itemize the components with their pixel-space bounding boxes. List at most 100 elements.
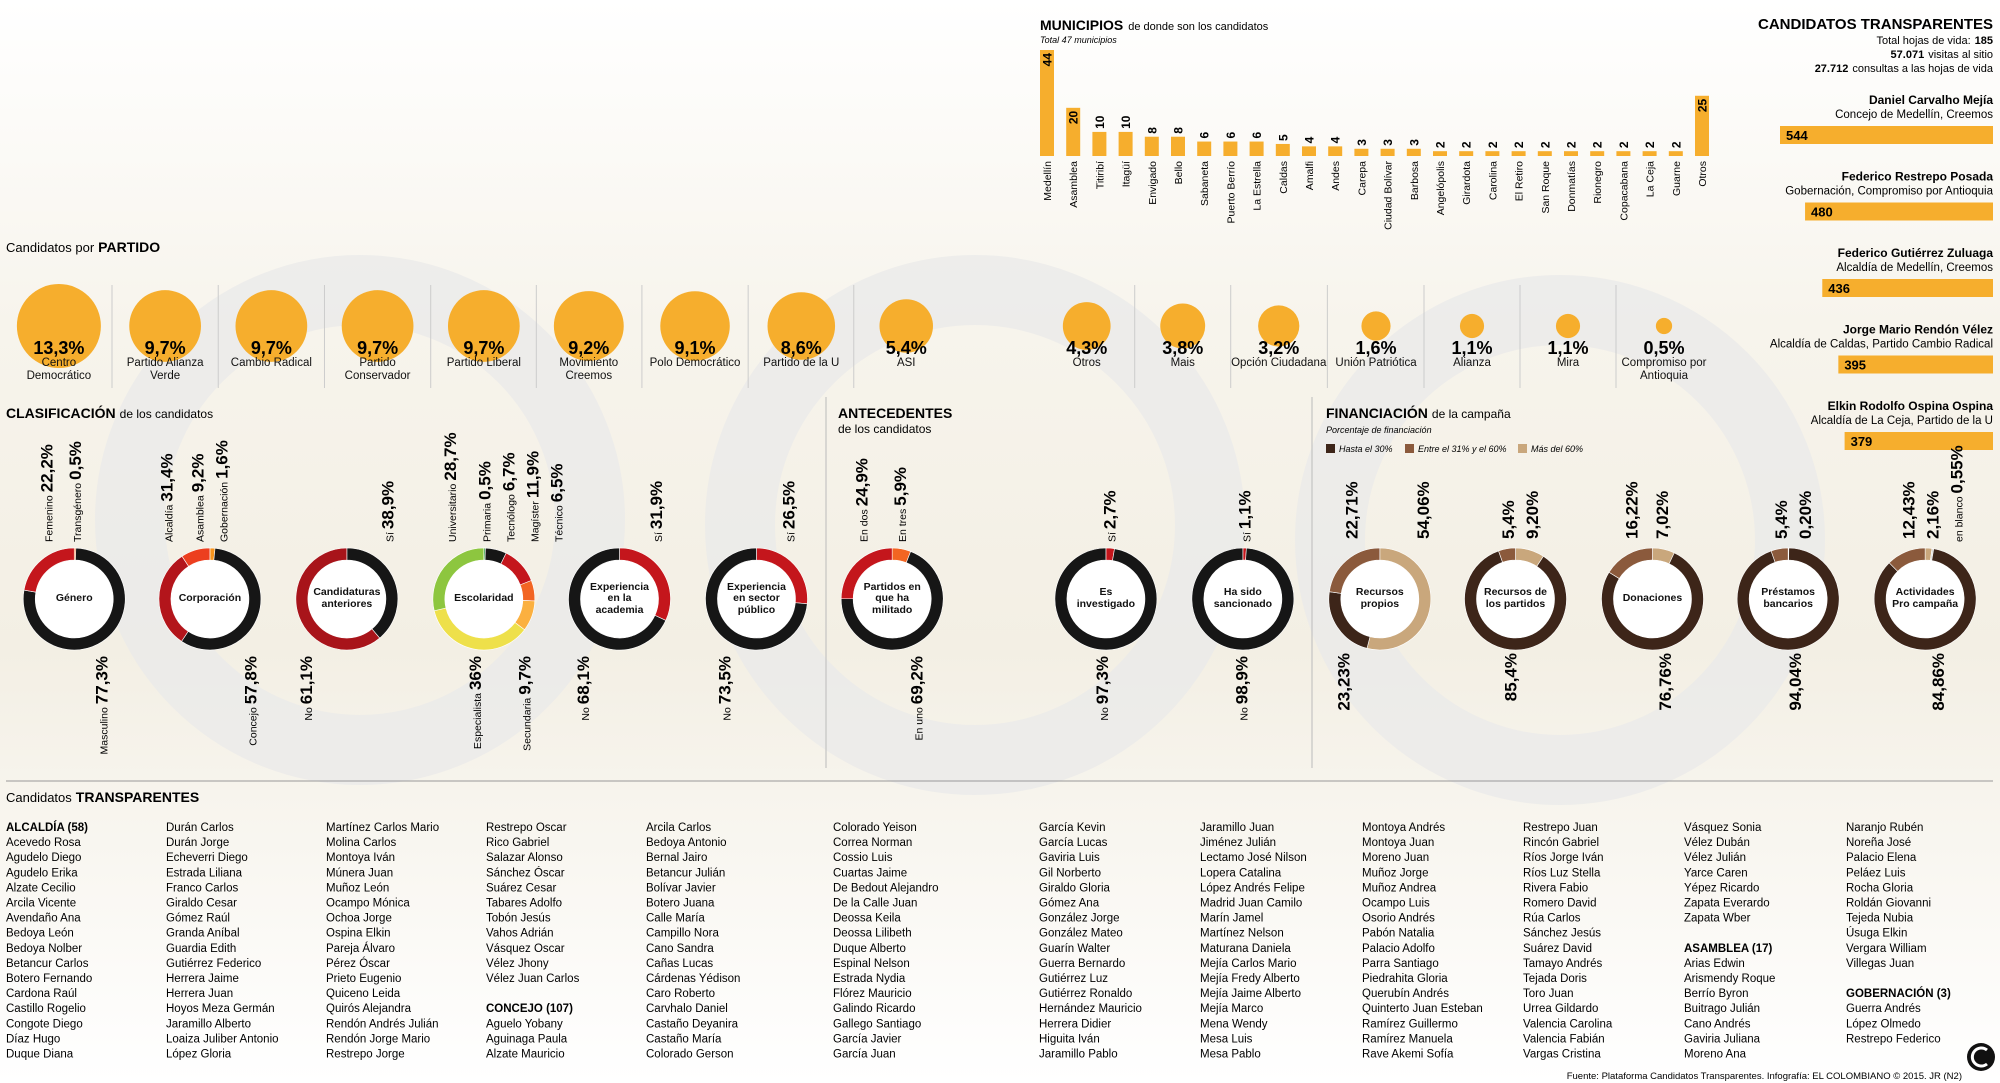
candidate: Vásquez Oscar [486,943,565,955]
bubble-name: Alianza [1453,357,1491,369]
category-label: En uno [914,707,926,740]
candidate: González Mateo [1039,928,1123,940]
candidate: Estrada Liliana [166,867,243,879]
category-label: Sí [385,532,397,542]
bubble [341,290,414,362]
donut-title: Ha sido sancionado [1213,586,1273,610]
donut-hole [1749,560,1828,638]
section-title: CLASIFICACIÓN de los candidatos [6,404,213,421]
x-tick-label: Caldas [1278,161,1290,194]
value-label: 94,04% [1786,653,1805,711]
value-label: 8 [1145,127,1159,134]
bar [1564,151,1578,156]
value-label: 9,7% [357,338,398,358]
candidate: Peláez Luis [1846,867,1906,879]
bar [1642,151,1657,156]
candidate: Colorado Gerson [646,1049,734,1061]
donut-label: Alcaldía 31,4% [158,453,177,542]
candidate: García Lucas [1039,837,1108,849]
bubble [1361,311,1391,341]
value-label: 2 [1565,141,1579,148]
donut-label: No 98,9% [1232,656,1251,721]
candidate: Múnera Juan [326,867,393,879]
category-label: Gobernación [219,482,231,542]
value-label: 3 [1355,139,1369,146]
value-label: 4 [1329,136,1343,143]
value-label: 2 [1512,141,1526,148]
bar [1197,141,1212,156]
x-tick-label: El Retiro [1514,161,1526,201]
donut-segment [1601,552,1704,651]
bubble [235,290,308,362]
value-label: 7,02% [1653,491,1672,539]
candidate: Rendón Jorge Mario [326,1033,430,1045]
subtitle: de los candidatos [120,407,213,421]
category-label: Concejo [248,707,260,746]
candidate: Bedoya León [6,928,74,940]
stat-value: 185 [1975,35,1993,47]
bar [1433,151,1447,156]
candidate-role: Concejo de Medellín, Creemos [1835,109,1993,121]
value-label: 544 [1786,128,1808,143]
candidate: Vásquez Sonia [1684,822,1762,834]
donut-hole [35,560,114,638]
candidate: Valencia Carolina [1523,1018,1613,1030]
bar [1092,131,1107,156]
value-label: 4,3% [1066,338,1107,358]
candidate: Jaramillo Juan [1200,822,1274,834]
category-label: Tecnólogo [506,494,518,542]
bar [1328,146,1343,156]
bar [1668,151,1683,156]
candidate: Rincón Gabriel [1523,837,1599,849]
value-label: 26,5% [780,481,799,529]
candidate: Quinterto Juan Esteban [1362,1003,1483,1015]
bar [1275,143,1290,156]
bubble [1555,313,1581,339]
chart-title: Candidatos por PARTIDO [6,239,160,255]
donut-title: Recursos de los partidos [1484,586,1548,610]
value-label: 38,9% [379,481,398,529]
value-label: 98,9% [1232,656,1251,704]
bar [1380,148,1395,156]
candidate: Higuita Iván [1039,1033,1100,1045]
donut-segment [1873,548,1977,651]
candidate: Vergara William [1846,943,1927,955]
value-label: 5,4% [1772,500,1791,539]
bubble-name: Partido Alianza Verde [126,357,204,382]
candidate-name: Elkin Rodolfo Ospina Ospina [1828,399,1994,413]
candidate: Vélez Dubán [1684,837,1750,849]
candidate: Molina Carlos [326,837,397,849]
background-ring [1295,275,1825,805]
value-label: 1,1% [1235,490,1254,529]
bubble [553,291,624,361]
donut-segment [1770,547,1789,563]
candidate: Vélez Juan Carlos [486,973,580,985]
x-tick-label: Donmatías [1566,161,1578,212]
donut-hole [1340,560,1419,638]
candidate: Loaiza Juliber Antonio [166,1033,279,1045]
bubble [447,290,520,362]
value-label: 379 [1851,434,1873,449]
candidate: García Kevin [1039,822,1105,834]
donut-segment [705,547,808,651]
candidate: Flórez Mauricio [833,988,912,1000]
candidate: Jaramillo Pablo [1039,1049,1118,1061]
donut-label: Sí 38,9% [379,481,398,542]
candidate: Gutiérrez Luz [1039,973,1108,985]
bubble-name: Unión Patriótica [1335,357,1417,369]
candidate: Ríos Luz Stella [1523,867,1601,879]
candidate: Acevedo Rosa [6,837,81,849]
candidate: Piedrahita Gloria [1362,973,1448,985]
donut-label: No 61,1% [297,656,316,721]
bubble-name: Otros [1072,357,1101,369]
donut-segment [432,547,485,612]
bar [1590,151,1605,156]
donut-title: Candidaturas anteriores [313,586,381,610]
value-label: 5,4% [1499,500,1518,539]
candidate: Guerra Bernardo [1039,958,1125,970]
donut-label: En uno 69,2% [908,656,927,740]
candidate: Gaviria Luis [1039,852,1100,864]
bar [1144,136,1159,156]
candidate: Gil Norberto [1039,867,1101,879]
